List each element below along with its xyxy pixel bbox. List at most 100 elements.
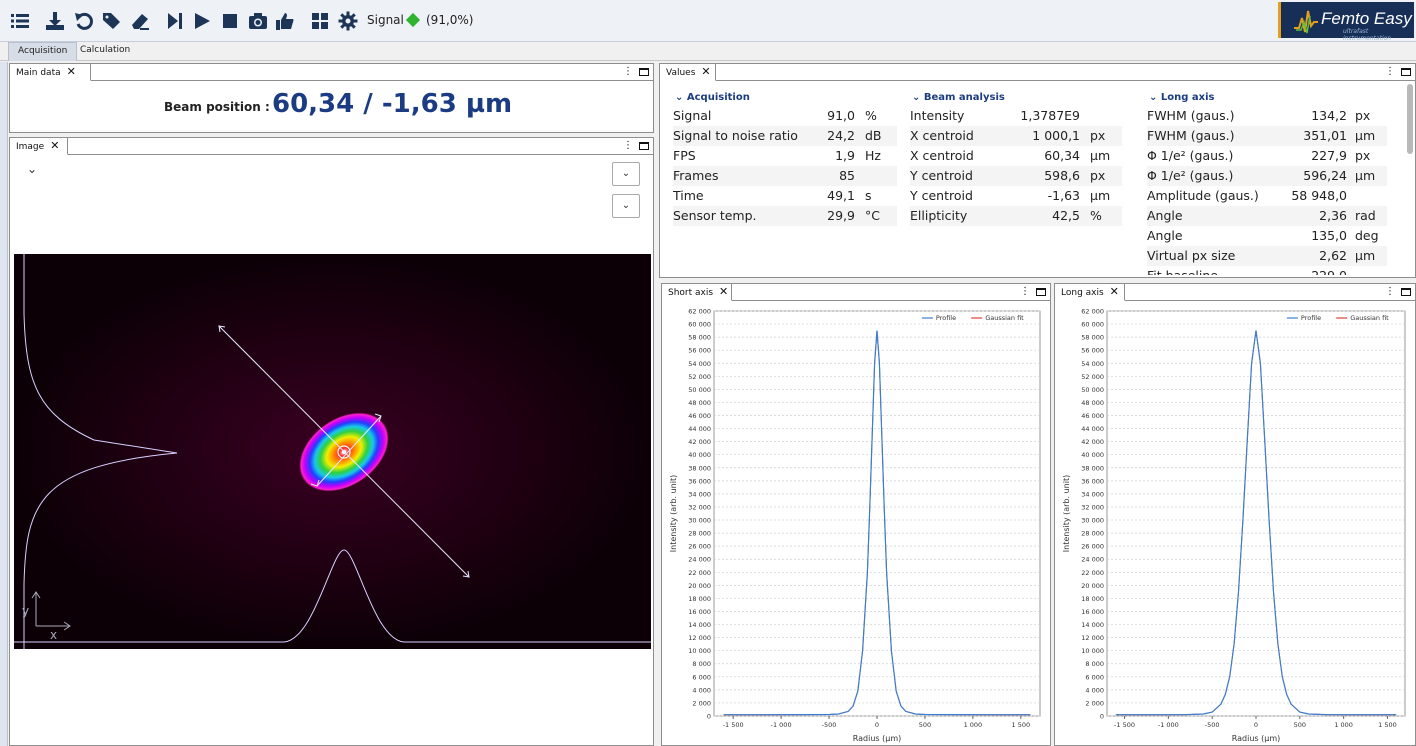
maximize-icon[interactable] bbox=[1036, 287, 1046, 296]
vertical-scrollbar[interactable] bbox=[1407, 84, 1413, 154]
download-icon[interactable] bbox=[43, 9, 67, 33]
maximize-icon[interactable] bbox=[639, 67, 649, 76]
y-tick-label: 60 000 bbox=[1081, 321, 1104, 329]
more-options-icon[interactable]: ⋮ bbox=[1385, 286, 1395, 297]
values-row: Y centroid -1,63 µm bbox=[910, 186, 1122, 206]
value-unit: % bbox=[865, 108, 877, 123]
values-row: Time 49,1 s bbox=[673, 186, 897, 206]
y-tick-label: 48 000 bbox=[688, 399, 711, 407]
value-label: Amplitude (gaus.) bbox=[1147, 188, 1259, 203]
value-unit: px bbox=[1355, 108, 1371, 123]
tab-long-axis[interactable]: Long axis ✕ bbox=[1055, 284, 1125, 301]
y-axis-label: y bbox=[22, 604, 29, 618]
legend-label: Gaussian fit bbox=[1350, 314, 1389, 322]
long-axis-chart[interactable]: 0 2 000 4 000 6 000 8 000 10 000 12 000 14 000 1… bbox=[1055, 301, 1415, 746]
arrowhead bbox=[310, 479, 320, 487]
y-tick-label: 28 000 bbox=[1081, 530, 1104, 538]
value-number: 227,9 bbox=[1311, 148, 1347, 163]
tab-long-axis-label: Long axis bbox=[1061, 288, 1104, 298]
short-axis-chart[interactable]: 0 2 000 4 000 6 000 8 000 10 000 12 000 14 000 1… bbox=[662, 301, 1050, 746]
values-group-header[interactable]: ⌄ Long axis bbox=[1149, 92, 1215, 103]
x-tick-label: -1 500 bbox=[1114, 721, 1135, 729]
maximize-icon[interactable] bbox=[639, 141, 649, 150]
panel-header-line bbox=[716, 80, 1415, 81]
thumbs-up-icon[interactable] bbox=[273, 9, 297, 33]
main-data-panel: Main data ✕ ⋮ Beam position : 60,34 / -1,… bbox=[9, 63, 654, 133]
step-icon[interactable] bbox=[163, 9, 187, 33]
x-tick-label: -500 bbox=[822, 721, 837, 729]
value-unit: px bbox=[1090, 128, 1106, 143]
collapse-chevron-icon[interactable]: ⌄ bbox=[27, 162, 38, 176]
value-label: X centroid bbox=[910, 128, 974, 143]
play-icon[interactable] bbox=[190, 9, 214, 33]
logo-mark-icon bbox=[1294, 10, 1318, 34]
tab-main-data[interactable]: Main data ✕ bbox=[10, 64, 91, 81]
close-icon[interactable]: ✕ bbox=[719, 285, 729, 298]
more-options-icon[interactable]: ⋮ bbox=[1020, 286, 1030, 297]
tags-icon[interactable] bbox=[100, 9, 124, 33]
close-icon[interactable]: ✕ bbox=[1109, 285, 1119, 298]
eraser-icon[interactable] bbox=[128, 9, 152, 33]
more-options-icon[interactable]: ⋮ bbox=[623, 140, 633, 151]
view-dropdown[interactable]: ⌄ bbox=[612, 194, 640, 218]
y-tick-label: 2 000 bbox=[692, 699, 711, 707]
y-tick-label: 4 000 bbox=[692, 686, 711, 694]
close-icon[interactable]: ✕ bbox=[50, 139, 60, 152]
logo: Femto Easy ultrafast instrumentation bbox=[1278, 2, 1414, 42]
y-tick-label: 52 000 bbox=[688, 373, 711, 381]
value-label: Frames bbox=[673, 168, 719, 183]
y-tick-label: 18 000 bbox=[688, 595, 711, 603]
panel-header-line bbox=[91, 80, 653, 81]
values-row: X centroid 1 000,1 px bbox=[910, 126, 1122, 146]
panel-header-line bbox=[1125, 300, 1415, 301]
tab-image-label: Image bbox=[16, 142, 45, 152]
maximize-icon[interactable] bbox=[1401, 287, 1411, 296]
value-label: Sensor temp. bbox=[673, 208, 757, 223]
value-unit: µm bbox=[1090, 188, 1111, 203]
value-number: 91,0 bbox=[827, 108, 855, 123]
tab-acquisition[interactable]: Acquisition bbox=[8, 42, 78, 61]
y-tick-label: 30 000 bbox=[1081, 517, 1104, 525]
tab-calculation[interactable]: Calculation bbox=[80, 45, 131, 55]
more-options-icon[interactable]: ⋮ bbox=[1385, 66, 1395, 77]
value-number: 60,34 bbox=[1044, 148, 1080, 163]
grid-icon[interactable] bbox=[308, 9, 332, 33]
values-group-header[interactable]: ⌄ Beam analysis bbox=[912, 92, 1005, 103]
y-tick-label: 42 000 bbox=[688, 438, 711, 446]
camera-icon[interactable] bbox=[246, 9, 270, 33]
more-options-icon[interactable]: ⋮ bbox=[623, 66, 633, 77]
value-label: Y centroid bbox=[910, 168, 973, 183]
y-tick-label: 50 000 bbox=[1081, 386, 1104, 394]
undo-icon[interactable] bbox=[72, 9, 96, 33]
value-number: 29,9 bbox=[827, 208, 855, 223]
y-tick-label: 22 000 bbox=[1081, 569, 1104, 577]
chevron-down-icon: ⌄ bbox=[1149, 92, 1161, 103]
tab-values-label: Values bbox=[666, 68, 696, 78]
stop-icon[interactable] bbox=[218, 9, 242, 33]
list-icon[interactable] bbox=[8, 9, 32, 33]
y-tick-label: 36 000 bbox=[1081, 477, 1104, 485]
maximize-icon[interactable] bbox=[1401, 67, 1411, 76]
value-number: 1,3787E9 bbox=[1020, 108, 1080, 123]
value-number: 229,0 bbox=[1311, 268, 1347, 275]
y-tick-label: 12 000 bbox=[688, 634, 711, 642]
close-icon[interactable]: ✕ bbox=[701, 65, 711, 78]
tab-values[interactable]: Values ✕ bbox=[660, 64, 716, 81]
value-unit: Hz bbox=[865, 148, 881, 163]
value-label: FWHM (gaus.) bbox=[1147, 108, 1235, 123]
y-tick-label: 0 bbox=[707, 713, 711, 721]
values-group-header[interactable]: ⌄ Acquisition bbox=[675, 92, 750, 103]
close-icon[interactable]: ✕ bbox=[66, 65, 76, 78]
horizontal-profile-curve bbox=[14, 549, 651, 643]
tab-short-axis[interactable]: Short axis ✕ bbox=[662, 284, 732, 301]
gear-icon[interactable] bbox=[336, 9, 360, 33]
value-unit: rad bbox=[1355, 208, 1376, 223]
value-unit: dB bbox=[865, 128, 882, 143]
palette-dropdown[interactable]: ⌄ bbox=[612, 162, 640, 186]
beam-image[interactable]: y x bbox=[14, 254, 651, 649]
tab-image[interactable]: Image ✕ bbox=[10, 138, 68, 155]
y-tick-label: 32 000 bbox=[1081, 503, 1104, 511]
y-tick-label: 16 000 bbox=[688, 608, 711, 616]
y-tick-label: 22 000 bbox=[688, 569, 711, 577]
chevron-down-icon: ⌄ bbox=[912, 92, 924, 103]
